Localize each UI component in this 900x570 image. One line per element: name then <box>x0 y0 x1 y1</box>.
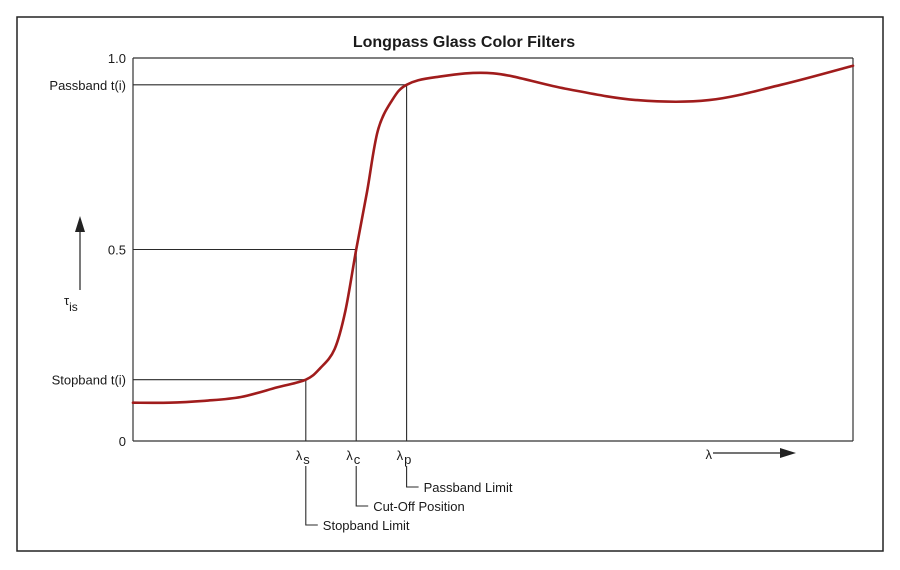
y-tick-label-0: 0 <box>119 434 126 449</box>
x-marker-annotation-2: Passband Limit <box>424 480 513 495</box>
callout-leader-1 <box>355 466 369 507</box>
x-marker-annotation-1: Cut-Off Position <box>373 499 465 514</box>
transmission-curve <box>131 64 855 405</box>
x-marker-group: λs Stopband Limit λc Cut-Off Position λp Pass… <box>296 84 513 533</box>
x-axis-arrow-head-icon <box>780 448 796 458</box>
x-axis-label-group: λ <box>706 447 796 462</box>
x-marker-annotation-0: Stopband Limit <box>323 518 410 533</box>
y-axis-label-main: τ <box>64 293 70 308</box>
y-axis-label: τis <box>64 293 78 314</box>
y-marker-group: Passband t(i) Stopband t(i) <box>49 78 407 388</box>
y-tick-label-2: 1.0 <box>108 51 126 66</box>
callout-leader-0 <box>305 466 318 526</box>
y-axis-label-sub: is <box>69 300 78 314</box>
y-axis-arrow-head-icon <box>75 216 85 232</box>
callout-leader-2 <box>406 466 419 488</box>
y-tick-label-1: 0.5 <box>108 243 126 258</box>
chart-title: Longpass Glass Color Filters <box>353 34 575 51</box>
figure-border <box>16 16 884 552</box>
x-axis-label: λ <box>706 447 713 462</box>
y-tick-labels: 0 0.5 1.0 <box>108 51 126 449</box>
x-marker-symbol-0: λs <box>296 448 311 467</box>
x-marker-symbol-2: λp <box>397 448 412 467</box>
y-marker-label-0: Passband t(i) <box>49 78 126 93</box>
y-axis-label-group: τis <box>64 216 85 314</box>
x-marker-symbol-1: λc <box>346 448 361 467</box>
y-marker-label-1: Stopband t(i) <box>52 373 126 388</box>
